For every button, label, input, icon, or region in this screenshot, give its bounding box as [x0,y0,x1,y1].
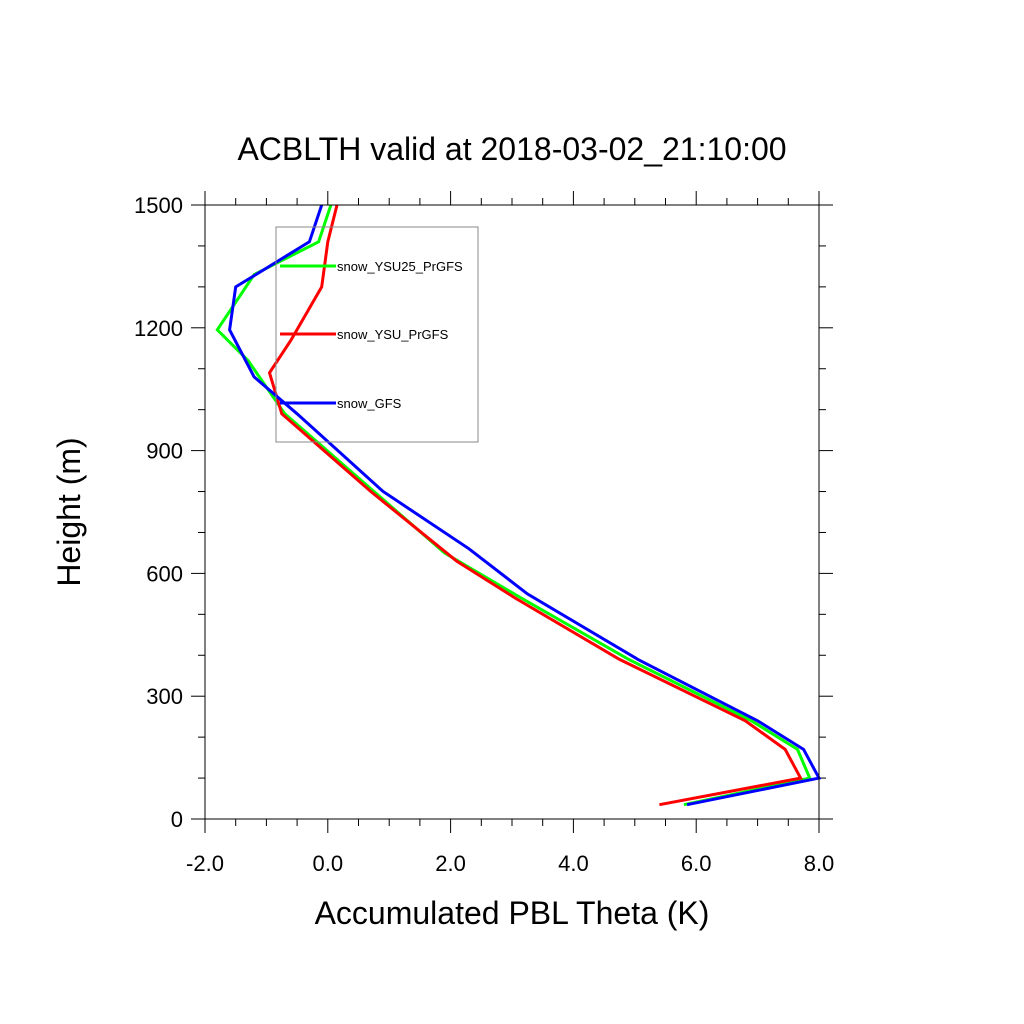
y-tick-label: 1500 [134,193,183,218]
legend-label-snow-gfs: snow_GFS [337,396,402,411]
x-tick-label: 0.0 [313,851,344,876]
series-line-snow-ysu-prgfs [267,204,803,807]
x-tick-label: 8.0 [804,851,835,876]
series-line-snow-ysu25-prgfs [215,204,812,807]
y-tick-label: 300 [146,684,183,709]
x-tick-label: 2.0 [435,851,466,876]
series-lines [215,204,822,807]
y-axis-label: Height (m) [51,437,87,586]
plot-frame [204,204,820,820]
legend: snow_YSU25_PrGFS snow_YSU_PrGFS snow_GFS [275,226,479,443]
axis-tick-labels: -2.0 0.0 2.0 4.0 6.0 8.0 0 300 600 900 1200 1500 [134,193,834,876]
legend-box [275,226,479,443]
x-tick-label: -2.0 [186,851,224,876]
y-tick-label: 0 [171,807,183,832]
x-tick-label: 6.0 [681,851,712,876]
x-tick-label: 4.0 [558,851,589,876]
y-tick-label: 600 [146,561,183,586]
y-tick-label: 900 [146,439,183,464]
chart-title: ACBLTH valid at 2018-03-02_21:10:00 [237,131,786,167]
axis-ticks [191,191,833,833]
series-line-snow-gfs [228,204,822,807]
y-tick-label: 1200 [134,316,183,341]
legend-label-snow-ysu-prgfs: snow_YSU_PrGFS [337,327,449,342]
x-axis-label: Accumulated PBL Theta (K) [315,895,710,931]
legend-label-snow-ysu25-prgfs: snow_YSU25_PrGFS [337,259,463,274]
